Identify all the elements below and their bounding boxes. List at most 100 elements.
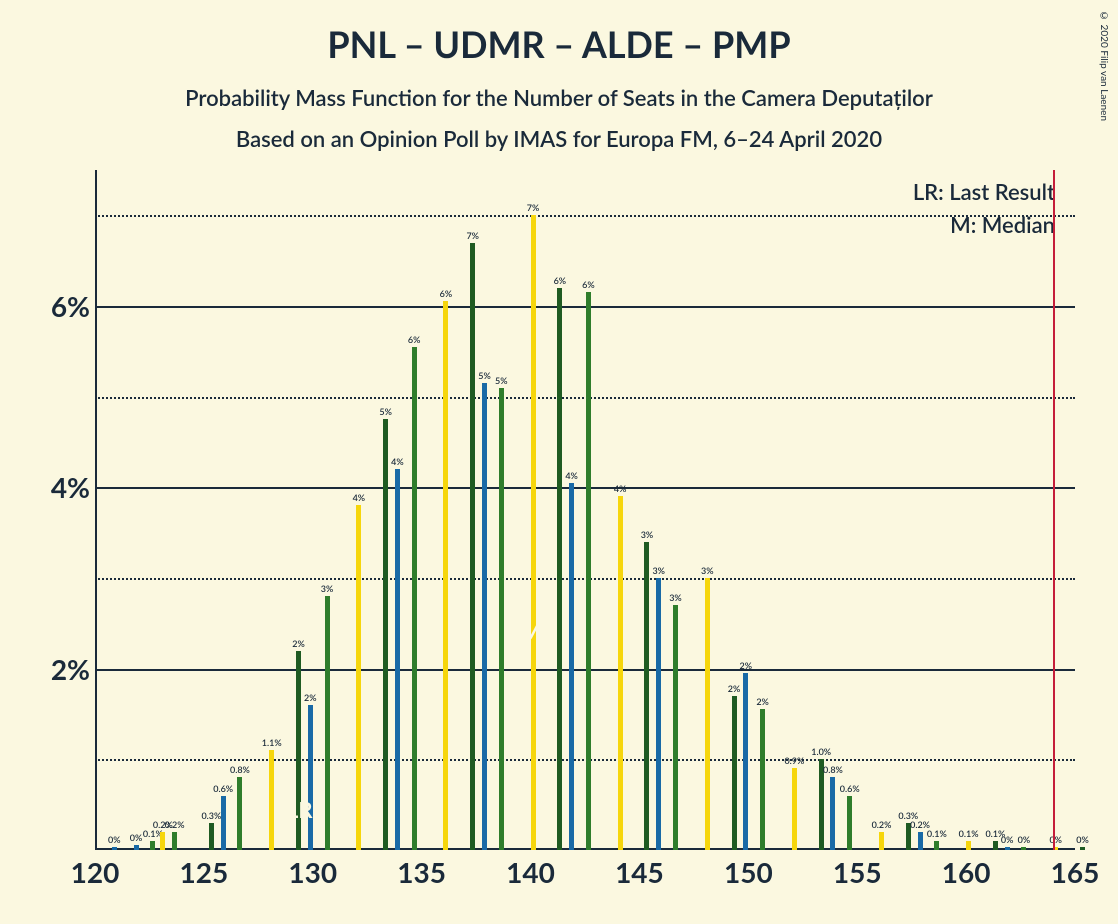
bar-value-label: 5% xyxy=(379,406,392,419)
chart-bar: 0.2% xyxy=(160,832,165,850)
bar-value-label: 2% xyxy=(304,692,317,705)
bar-value-label: 0.2% xyxy=(872,819,892,832)
bar-value-label: 0.1% xyxy=(959,828,979,841)
chart-bar: 6% xyxy=(412,347,417,850)
chart-bar: 6% xyxy=(443,301,448,850)
x-axis-tick-label: 145 xyxy=(615,855,664,889)
chart-bar: 2% xyxy=(296,651,301,850)
bar-value-label: 1.1% xyxy=(262,737,282,750)
bar-value-label: 0% xyxy=(108,834,121,847)
chart-title: PNL – UDMR – ALDE – PMP xyxy=(0,0,1118,66)
chart-bar: 0% xyxy=(112,847,117,850)
chart-bar: 5% xyxy=(383,419,388,850)
chart-bar: 0.8% xyxy=(830,777,835,850)
chart-bar: 3% xyxy=(705,578,710,850)
bar-value-label: 0% xyxy=(1018,834,1031,847)
chart-bar: 4% xyxy=(395,469,400,850)
chart-bar: 5% xyxy=(482,383,487,850)
chart-bar: 7% xyxy=(531,215,536,850)
bar-value-label: 4% xyxy=(391,456,404,469)
chart-bars: 0%0%0.1%0.2%0.2%0.3%0.6%0.8%1.1%2%2%3%4%… xyxy=(95,170,1075,850)
x-axis-tick-label: 150 xyxy=(724,855,773,889)
bar-value-label: 0.9% xyxy=(784,755,804,768)
bar-value-label: 4% xyxy=(614,483,627,496)
bar-value-label: 0.1% xyxy=(927,828,947,841)
bar-value-label: 2% xyxy=(740,660,753,673)
chart-bar: 5% xyxy=(499,388,504,850)
bar-value-label: 6% xyxy=(582,279,595,292)
copyright-text: © 2020 Filip van Laenen xyxy=(1098,10,1110,121)
chart-bar: 6% xyxy=(557,288,562,850)
bar-value-label: 7% xyxy=(466,230,479,243)
bar-value-label: 6% xyxy=(408,334,421,347)
bar-value-label: 0% xyxy=(1001,834,1014,847)
bar-value-label: 0.8% xyxy=(823,764,843,777)
chart-bar: 4% xyxy=(569,483,574,850)
y-axis-labels: 2% 4% 6% xyxy=(35,170,90,850)
bar-value-label: 0% xyxy=(130,832,143,845)
bar-value-label: 3% xyxy=(701,565,714,578)
bar-value-label: 0.3% xyxy=(201,810,221,823)
chart-bar: 2% xyxy=(760,709,765,850)
bar-value-label: 0.6% xyxy=(213,783,233,796)
bar-value-label: 0.6% xyxy=(840,783,860,796)
chart-bar: 0.6% xyxy=(847,796,852,850)
chart-bar: 3% xyxy=(644,542,649,850)
x-axis-labels: 120125130135140145150155160165 xyxy=(95,855,1075,895)
chart-bar: 0.2% xyxy=(879,832,884,850)
chart-bar: 0.1% xyxy=(966,841,971,850)
chart-plot-area: LR: Last Result M: Median 2%4%6% 1201251… xyxy=(95,170,1075,850)
chart-bar: 2% xyxy=(308,705,313,850)
chart-bar: 0% xyxy=(1080,847,1085,850)
bar-value-label: 0% xyxy=(1076,834,1089,847)
bar-value-label: 2% xyxy=(292,638,305,651)
bar-value-label: 7% xyxy=(527,202,540,215)
chart-bar: 3% xyxy=(325,596,330,850)
bar-value-label: 3% xyxy=(641,529,654,542)
y-axis-tick-label: 2% xyxy=(51,652,90,686)
x-axis-tick-label: 165 xyxy=(1051,855,1100,889)
bar-value-label: 0.8% xyxy=(230,764,250,777)
bar-value-label: 0% xyxy=(1049,834,1062,847)
bar-value-label: 3% xyxy=(321,583,334,596)
bar-value-label: 2% xyxy=(756,696,769,709)
chart-bar: 7% xyxy=(470,243,475,850)
y-axis-tick-label: 6% xyxy=(51,289,90,323)
x-axis-tick-label: 120 xyxy=(71,855,120,889)
chart-bar: 0.9% xyxy=(792,768,797,850)
chart-bar: 3% xyxy=(656,578,661,850)
chart-bar: 4% xyxy=(356,505,361,850)
chart-bar: 0% xyxy=(1005,847,1010,850)
chart-bar: 0% xyxy=(134,845,139,850)
bar-value-label: 2% xyxy=(728,683,741,696)
bar-value-label: 1.0% xyxy=(811,746,831,759)
x-axis-tick-label: 160 xyxy=(942,855,991,889)
chart-bar: 0.1% xyxy=(934,841,939,850)
chart-subtitle-2: Based on an Opinion Poll by IMAS for Eur… xyxy=(0,111,1118,152)
bar-value-label: 3% xyxy=(669,592,682,605)
x-axis-tick-label: 155 xyxy=(833,855,882,889)
bar-value-label: 4% xyxy=(565,470,578,483)
chart-bar: 0.2% xyxy=(918,832,923,850)
chart-bar: 6% xyxy=(586,292,591,850)
chart-bar: 2% xyxy=(732,696,737,850)
chart-subtitle-1: Probability Mass Function for the Number… xyxy=(0,66,1118,111)
chart-bar: 0.1% xyxy=(150,841,155,850)
bar-value-label: 4% xyxy=(353,492,366,505)
chart-bar: 0.3% xyxy=(209,823,214,850)
chart-bar: 4% xyxy=(618,496,623,850)
bar-value-label: 5% xyxy=(495,375,508,388)
x-axis-tick-label: 135 xyxy=(397,855,446,889)
chart-header: PNL – UDMR – ALDE – PMP Probability Mass… xyxy=(0,0,1118,152)
chart-bar: 0.2% xyxy=(172,832,177,850)
chart-bar: 0.8% xyxy=(237,777,242,850)
chart-bar: 0% xyxy=(1021,847,1026,850)
bar-value-label: 6% xyxy=(554,275,567,288)
chart-bar: 1.1% xyxy=(269,750,274,850)
x-axis-tick-label: 130 xyxy=(288,855,337,889)
y-axis-tick-label: 4% xyxy=(51,470,90,504)
chart-bar: 3% xyxy=(673,605,678,850)
x-axis-tick-label: 140 xyxy=(506,855,555,889)
x-axis-tick-label: 125 xyxy=(180,855,229,889)
bar-value-label: 5% xyxy=(478,370,491,383)
